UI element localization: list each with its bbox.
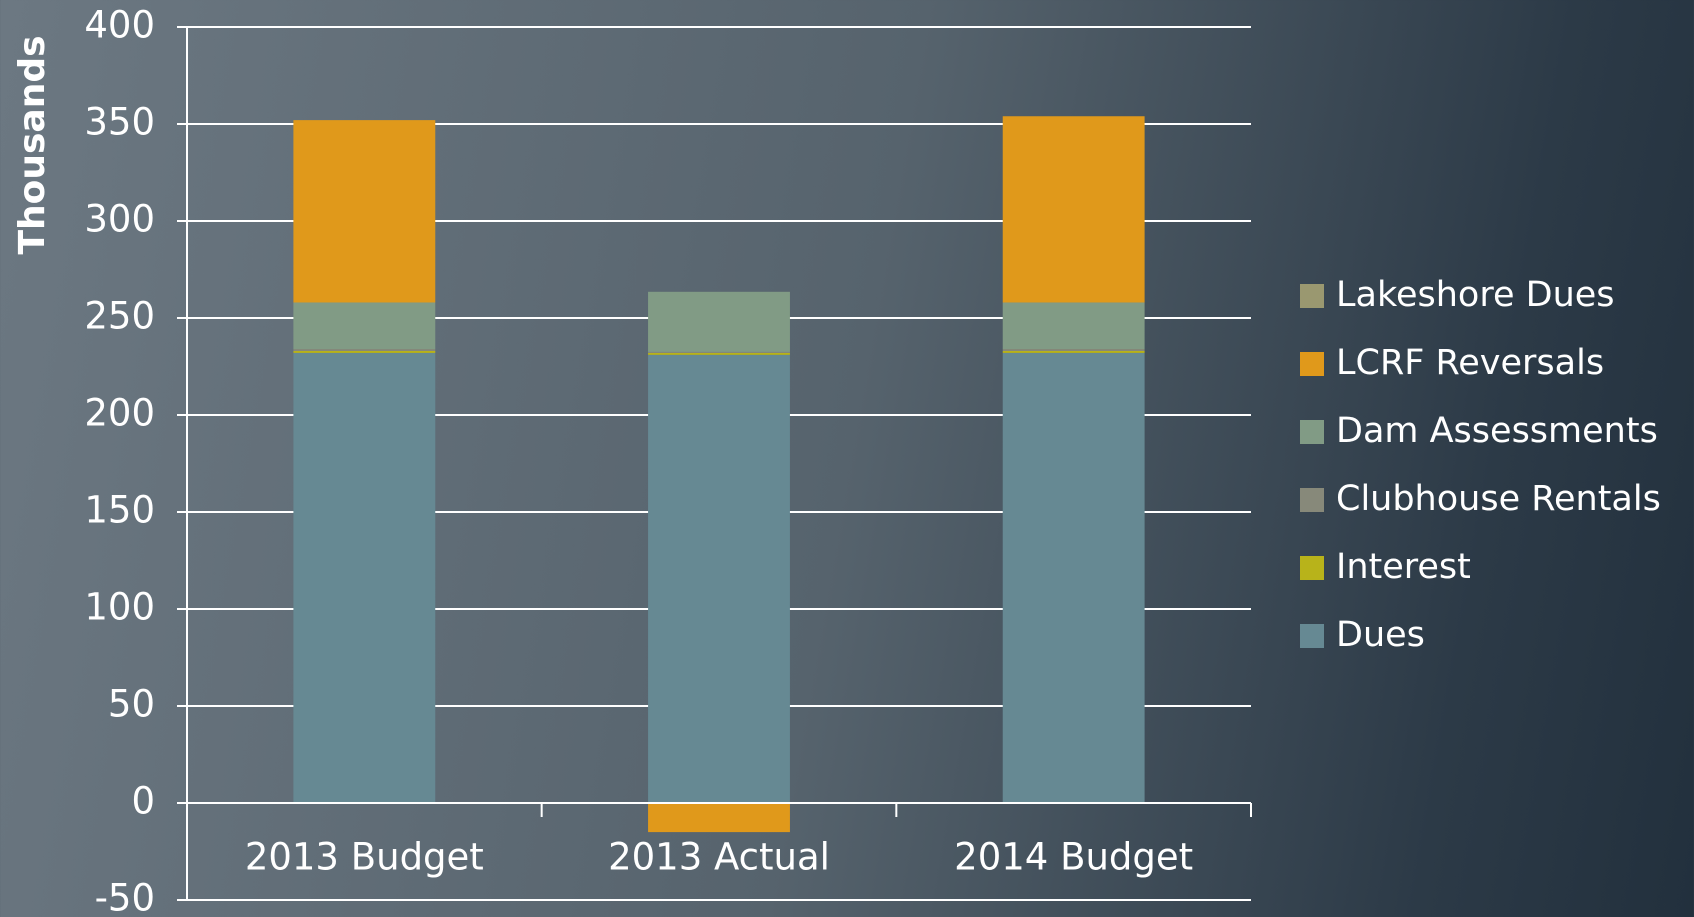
bar-segment <box>648 351 790 353</box>
legend-label: LCRF Reversals <box>1336 343 1604 383</box>
bar-segment <box>1002 116 1145 303</box>
legend-label: Dues <box>1336 615 1425 655</box>
legend-label: Clubhouse Rentals <box>1336 479 1661 519</box>
y-axis-title: Thousands <box>12 35 53 254</box>
bar-segment <box>293 349 436 351</box>
bar-segment <box>648 354 790 803</box>
legend-label: Lakeshore Dues <box>1336 275 1615 315</box>
bar-segment <box>293 352 436 803</box>
bar-segment <box>1002 350 1145 353</box>
legend-swatch <box>1300 284 1324 308</box>
bar-segment <box>648 352 790 355</box>
y-tick-label: 250 <box>84 295 155 338</box>
legend-swatch <box>1300 488 1324 512</box>
x-tick-label: 2013 Budget <box>245 836 484 879</box>
legend-label: Interest <box>1336 547 1471 587</box>
legend-swatch <box>1300 624 1324 648</box>
bar-segment <box>1002 349 1145 351</box>
y-tick-label: 400 <box>84 4 155 47</box>
y-tick-label: 300 <box>84 198 155 241</box>
y-tick-label: 200 <box>84 392 155 435</box>
x-tick-label: 2013 Actual <box>608 836 830 879</box>
y-tick-label: 100 <box>84 586 155 629</box>
y-tick-label: -50 <box>95 877 155 917</box>
bar-segment <box>1002 302 1145 350</box>
bar-segment <box>293 120 436 303</box>
legend-swatch <box>1300 420 1324 444</box>
bar-segment <box>648 803 790 833</box>
legend-swatch <box>1300 352 1324 376</box>
y-tick-label: 350 <box>84 101 155 144</box>
bar-segment <box>1002 352 1145 803</box>
bar-segment <box>293 302 436 350</box>
bar-segment <box>293 350 436 353</box>
y-tick-label: 150 <box>84 489 155 532</box>
bar-segment <box>648 291 790 352</box>
y-tick-label: 50 <box>108 683 155 726</box>
legend-label: Dam Assessments <box>1336 411 1658 451</box>
legend-swatch <box>1300 556 1324 580</box>
y-tick-label: 0 <box>131 780 155 823</box>
x-tick-label: 2014 Budget <box>954 836 1193 879</box>
